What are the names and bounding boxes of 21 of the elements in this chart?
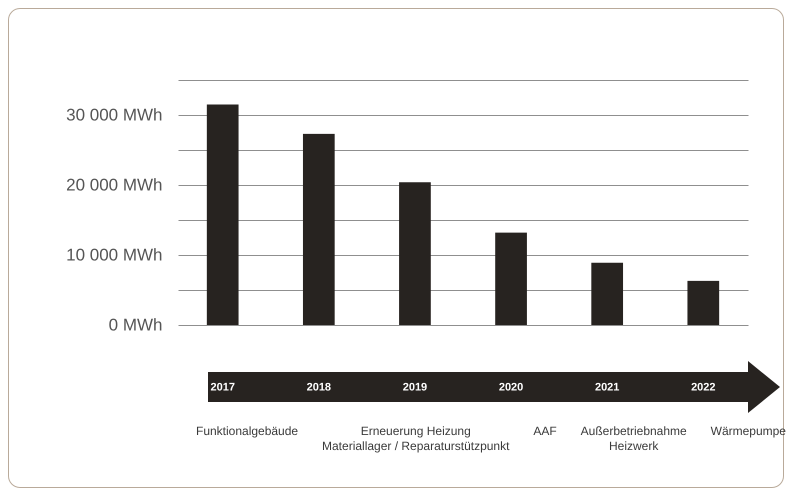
x-tick-label: 2017 [210, 382, 235, 394]
x-tick-label: 2020 [498, 382, 524, 394]
y-tick-label: 0 MWh [108, 316, 162, 334]
y-tick-label: 10 000 MWh [66, 246, 162, 264]
x-tick-label: 2022 [691, 382, 716, 394]
bar [687, 280, 720, 325]
text: Außerbetriebnahme Heizwerk [580, 424, 687, 454]
bar [302, 134, 335, 325]
text: Wärmepumpe [710, 424, 786, 440]
x-tick-label: 2018 [306, 382, 332, 394]
text: Funktionalgebäude [196, 424, 298, 440]
bar [206, 104, 239, 325]
y-tick-label: 30 000 MWh [66, 106, 162, 124]
text: AAF [533, 424, 557, 440]
y-tick-label: 20 000 MWh [66, 176, 162, 194]
bar [495, 232, 527, 325]
x-tick-label: 2019 [402, 382, 428, 394]
bar [399, 182, 431, 325]
x-tick-label: 2021 [594, 382, 620, 394]
text: Erneuerung Heizung Materiallager / Reparaturstützpunkt [322, 424, 510, 454]
bar [591, 262, 624, 325]
